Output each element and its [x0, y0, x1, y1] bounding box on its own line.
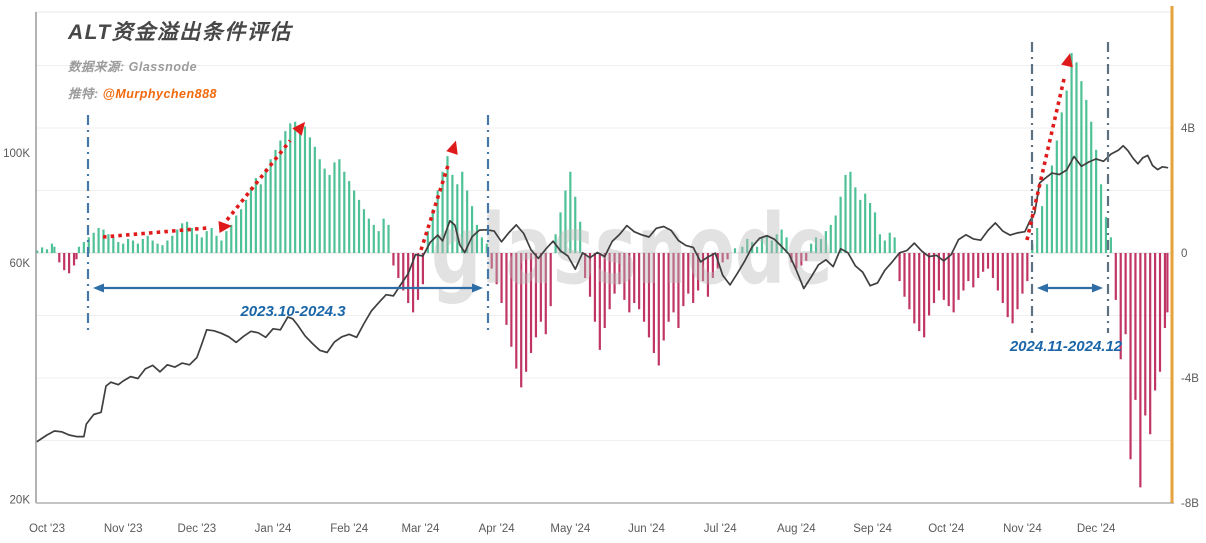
- trend-arrow-line: [225, 139, 292, 222]
- x-axis-month-label: Oct '24: [928, 523, 965, 535]
- axis-labels: 100K 60K 20K 4B 0 -4B -8B Oct '23 Nov '23 Dec '23…: [3, 123, 1199, 535]
- twitter-prefix-label: 推特:: [68, 87, 103, 101]
- trend-arrowhead-icon: [446, 140, 458, 155]
- arrow-left-icon: [1037, 283, 1048, 293]
- trend-arrow-line: [1025, 76, 1067, 241]
- x-axis-month-label: Nov '24: [1003, 523, 1042, 535]
- period-span-label: 2024.11-2024.12: [1009, 338, 1123, 355]
- page-title: ALT资金溢出条件评估: [68, 21, 292, 44]
- x-axis-month-label: Nov '23: [104, 523, 143, 535]
- data-source-label: 数据来源: Glassnode: [68, 60, 198, 74]
- axes-frame: [35, 6, 1174, 504]
- x-axis-month-label: Jan '24: [255, 523, 292, 535]
- x-axis-month-label: Sep '24: [853, 523, 892, 535]
- y-axis-label-left: 100K: [3, 148, 30, 160]
- y-axis-label-right: -8B: [1181, 498, 1199, 510]
- x-axis-month-label: Dec '23: [178, 523, 217, 535]
- btc-price-line: [36, 144, 1169, 443]
- y-axis-label-left: 20K: [10, 495, 31, 507]
- x-axis-month-label: Mar '24: [401, 523, 440, 535]
- x-axis-month-label: May '24: [550, 523, 591, 535]
- period-span-label: 2023.10-2024.3: [239, 303, 346, 320]
- x-axis-month-label: Feb '24: [330, 523, 369, 535]
- x-axis-month-label: Apr '24: [479, 523, 516, 535]
- twitter-line: 推特: @Murphychen888: [68, 83, 292, 102]
- x-axis-month-label: Jun '24: [628, 523, 665, 535]
- x-axis-month-label: Jul '24: [704, 523, 737, 535]
- trend-arrowhead-icon: [218, 221, 232, 233]
- twitter-handle: @Murphychen888: [102, 87, 217, 101]
- x-axis-month-label: Aug '24: [777, 523, 816, 535]
- arrow-right-icon: [472, 283, 483, 293]
- trend-arrow-line: [102, 226, 209, 239]
- glassnode-watermark: glassnode: [431, 194, 833, 306]
- x-axis-month-label: Dec '24: [1077, 523, 1116, 535]
- arrow-left-icon: [93, 283, 104, 293]
- trend-arrowhead-icon: [292, 121, 306, 136]
- y-axis-label-right: 0: [1181, 248, 1187, 260]
- chart-header: ALT资金溢出条件评估 数据来源: Glassnode 推特: @Murphyc…: [68, 16, 292, 102]
- annotations: 2023.10-2024.3 2024.11-2024.12: [86, 42, 1123, 355]
- arrow-right-icon: [1092, 283, 1103, 293]
- x-axis-month-label: Oct '23: [29, 523, 65, 535]
- y-axis-label-right: -4B: [1181, 373, 1199, 385]
- y-axis-label-right: 4B: [1181, 123, 1195, 135]
- trend-arrowhead-icon: [1061, 53, 1073, 68]
- y-axis-label-left: 60K: [10, 258, 31, 270]
